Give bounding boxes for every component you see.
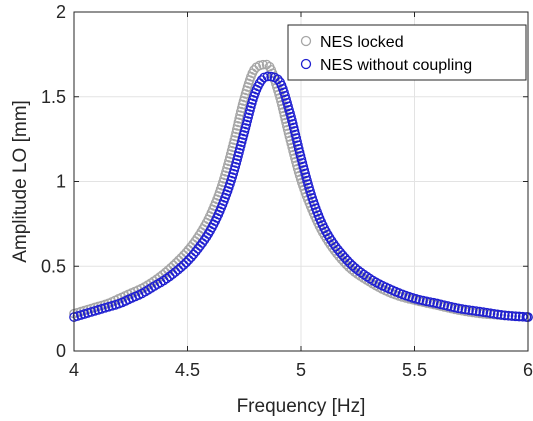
y-tick-labels: 0 0.5 1 1.5 2 [41, 2, 66, 361]
y-tick-label: 1 [56, 172, 66, 192]
y-tick-label: 0.5 [41, 256, 66, 276]
legend: NES locked NES without coupling [288, 25, 526, 80]
y-tick-label: 2 [56, 2, 66, 22]
x-tick-label: 5.5 [402, 360, 427, 380]
x-tick-labels: 4 4.5 5 5.5 6 [69, 360, 533, 380]
y-tick-label: 1.5 [41, 87, 66, 107]
x-tick-label: 6 [523, 360, 533, 380]
y-axis-label: Amplitude LO [mm] [10, 100, 31, 263]
legend-label-nes-without-coupling: NES without coupling [320, 57, 472, 74]
x-tick-label: 5 [296, 360, 306, 380]
legend-label-nes-locked: NES locked [320, 34, 404, 51]
x-axis-label: Frequency [Hz] [237, 396, 366, 417]
y-tick-label: 0 [56, 341, 66, 361]
x-tick-label: 4.5 [175, 360, 200, 380]
x-tick-label: 4 [69, 360, 79, 380]
